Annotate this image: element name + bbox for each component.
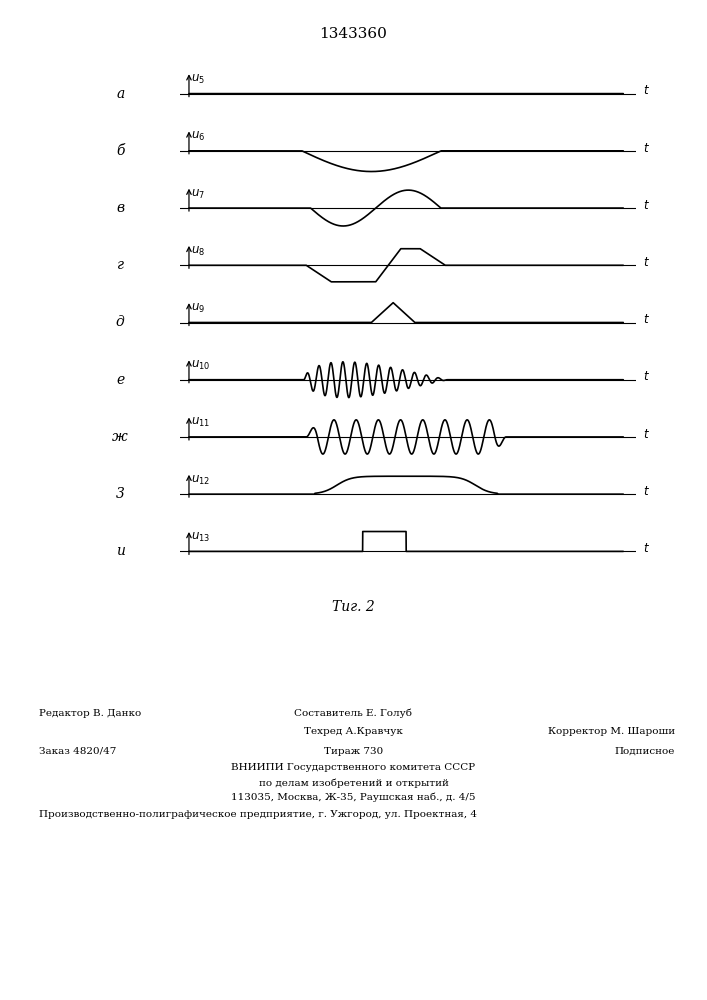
- Text: $\it{t}$: $\it{t}$: [643, 256, 650, 269]
- Text: а: а: [116, 87, 124, 101]
- Text: ж: ж: [112, 430, 128, 444]
- Text: 1343360: 1343360: [320, 27, 387, 41]
- Text: Составитель Е. Голуб: Составитель Е. Голуб: [295, 709, 412, 718]
- Text: $\it{t}$: $\it{t}$: [643, 142, 650, 155]
- Text: $\it{u}_{10}$: $\it{u}_{10}$: [191, 359, 211, 372]
- Text: д: д: [116, 316, 124, 330]
- Text: $\it{t}$: $\it{t}$: [643, 199, 650, 212]
- Text: $\it{u}_{11}$: $\it{u}_{11}$: [191, 416, 210, 429]
- Text: Подписное: Подписное: [615, 747, 675, 756]
- Text: $\it{t}$: $\it{t}$: [643, 84, 650, 97]
- Text: ВНИИПИ Государственного комитета СССР: ВНИИПИ Государственного комитета СССР: [231, 763, 476, 772]
- Text: $\it{t}$: $\it{t}$: [643, 370, 650, 383]
- Text: $\it{u}_{7}$: $\it{u}_{7}$: [191, 187, 205, 201]
- Text: по делам изобретений и открытий: по делам изобретений и открытий: [259, 778, 448, 788]
- Text: $\it{u}_{13}$: $\it{u}_{13}$: [191, 531, 211, 544]
- Text: $\it{t}$: $\it{t}$: [643, 485, 650, 498]
- Text: Τиг. 2: Τиг. 2: [332, 600, 375, 614]
- Text: Корректор М. Шароши: Корректор М. Шароши: [548, 727, 675, 736]
- Text: $\it{t}$: $\it{t}$: [643, 542, 650, 555]
- Text: $\it{u}_{12}$: $\it{u}_{12}$: [191, 474, 210, 487]
- Text: $\it{t}$: $\it{t}$: [643, 428, 650, 441]
- Text: Тираж 730: Тираж 730: [324, 747, 383, 756]
- Text: Производственно-полиграфическое предприятие, г. Ужгород, ул. Проектная, 4: Производственно-полиграфическое предприя…: [39, 810, 477, 819]
- Text: Редактор В. Данко: Редактор В. Данко: [39, 709, 141, 718]
- Text: в: в: [116, 201, 124, 215]
- Text: $\it{u}_{6}$: $\it{u}_{6}$: [191, 130, 205, 143]
- Text: е: е: [116, 373, 124, 387]
- Text: Техред А.Кравчук: Техред А.Кравчук: [304, 727, 403, 736]
- Text: б: б: [116, 144, 124, 158]
- Text: $\it{u}_{8}$: $\it{u}_{8}$: [191, 245, 205, 258]
- Text: 113035, Москва, Ж-35, Раушская наб., д. 4/5: 113035, Москва, Ж-35, Раушская наб., д. …: [231, 793, 476, 802]
- Text: и: и: [116, 544, 124, 558]
- Text: $\it{u}_{9}$: $\it{u}_{9}$: [191, 302, 205, 315]
- Text: $\it{u}_{5}$: $\it{u}_{5}$: [191, 73, 205, 86]
- Text: Заказ 4820/47: Заказ 4820/47: [39, 747, 116, 756]
- Text: 3: 3: [116, 487, 124, 501]
- Text: г: г: [117, 258, 124, 272]
- Text: $\it{t}$: $\it{t}$: [643, 313, 650, 326]
